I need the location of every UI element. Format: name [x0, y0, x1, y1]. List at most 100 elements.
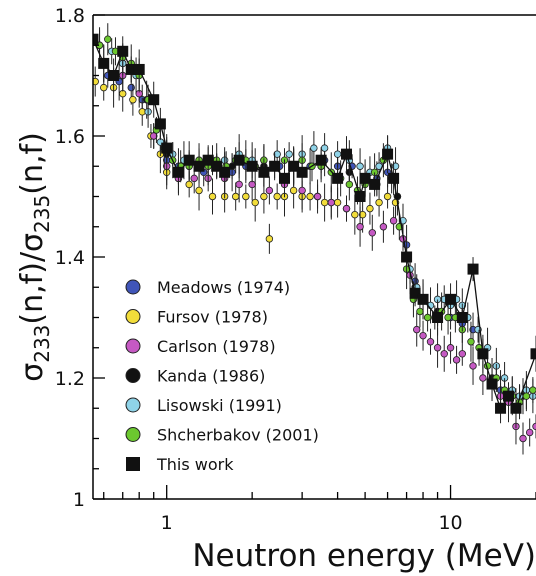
- data-point: [208, 192, 217, 201]
- data-point: [356, 162, 364, 170]
- data-point: [354, 191, 366, 202]
- legend-marker: [125, 338, 141, 354]
- data-point: [456, 312, 468, 323]
- data-point: [185, 180, 193, 189]
- legend-label: Lisowski (1991): [157, 396, 282, 415]
- data-point: [432, 312, 444, 323]
- legend-item: Fursov (1978): [125, 308, 268, 327]
- data-point: [368, 229, 376, 237]
- data-point: [458, 350, 467, 358]
- data-point: [265, 186, 274, 195]
- data-point: [320, 198, 329, 207]
- axis-tick-labels: 1 1.2 1.4 1.6 1.8 1 10: [55, 5, 463, 534]
- data-point: [129, 95, 137, 104]
- data-point: [426, 338, 435, 346]
- data-point: [383, 192, 392, 201]
- data-point: [369, 178, 381, 190]
- legend-label: Shcherbakov (2001): [157, 426, 319, 445]
- data-point: [445, 293, 457, 305]
- data-point: [532, 422, 536, 431]
- data-point: [127, 83, 135, 92]
- series-3: [119, 51, 527, 415]
- data-point: [231, 192, 240, 201]
- data-point: [419, 331, 427, 340]
- data-point: [409, 287, 421, 299]
- data-point: [117, 45, 129, 57]
- data-point: [327, 198, 335, 207]
- series-2: [100, 45, 536, 455]
- data-point: [510, 402, 522, 414]
- data-point: [413, 325, 421, 334]
- data-point: [251, 198, 259, 207]
- data-point: [172, 166, 184, 178]
- data-point: [183, 154, 195, 166]
- y-axis-title-subscript: 235: [30, 195, 54, 233]
- y-tick-label: 1: [73, 489, 85, 511]
- data-point: [502, 390, 514, 402]
- legend-marker: [125, 368, 141, 383]
- data-point: [342, 204, 351, 213]
- data-point: [278, 172, 290, 184]
- y-axis-title: σ233(n,f)/σ235(n,f): [15, 132, 54, 382]
- data-point: [265, 235, 274, 243]
- data-point: [150, 132, 158, 140]
- data-point: [401, 251, 413, 263]
- data-point: [190, 174, 198, 183]
- data-point: [341, 148, 353, 160]
- data-point: [486, 378, 498, 390]
- data-point: [529, 386, 536, 394]
- data-point: [467, 263, 479, 275]
- data-point: [161, 142, 173, 154]
- data-point: [332, 172, 344, 184]
- data-point: [388, 172, 400, 184]
- data-point: [433, 344, 442, 352]
- data-point: [519, 434, 527, 443]
- data-point: [477, 348, 489, 360]
- x-tick-label: 1: [161, 512, 173, 534]
- legend-label: Meadows (1974): [157, 278, 290, 297]
- legend-item: Carlson (1978): [125, 337, 276, 356]
- data-point: [100, 83, 108, 92]
- legend-marker: [125, 397, 141, 413]
- data-point: [242, 192, 250, 201]
- data-point: [320, 144, 329, 152]
- axis-ticks: [93, 14, 536, 500]
- series-5: [95, 23, 536, 420]
- data-point: [260, 192, 268, 201]
- data-point: [313, 192, 322, 201]
- legend-label: Carlson (1978): [157, 337, 276, 356]
- y-axis-title-subscript: 233: [30, 325, 54, 363]
- data-point: [104, 35, 112, 43]
- data-point: [444, 313, 452, 322]
- data-point: [315, 154, 327, 166]
- data-point: [375, 198, 383, 207]
- legend-marker: [125, 427, 141, 442]
- data-point: [379, 223, 388, 231]
- data-point: [219, 166, 231, 178]
- legend-marker: [125, 309, 141, 324]
- legend-label: This work: [156, 455, 234, 474]
- data-point: [289, 186, 298, 195]
- series-6: [93, 27, 536, 429]
- legend-marker: [126, 457, 140, 471]
- data-point: [417, 293, 429, 305]
- y-axis-title-part: σ: [15, 363, 50, 382]
- x-tick-label: 10: [438, 512, 462, 534]
- data-point: [306, 192, 314, 201]
- data-point: [423, 313, 432, 322]
- data-point: [195, 186, 203, 195]
- data-point: [133, 63, 145, 75]
- data-point: [356, 223, 364, 231]
- data-point: [467, 338, 475, 346]
- data-point: [288, 160, 300, 172]
- y-tick-label: 1.2: [55, 368, 85, 390]
- data-point: [446, 344, 455, 352]
- data-point: [359, 172, 371, 184]
- data-point: [333, 150, 342, 158]
- data-point: [522, 392, 531, 400]
- data-point: [125, 63, 137, 75]
- legend-label: Kanda (1986): [157, 367, 265, 386]
- data-point: [202, 154, 214, 166]
- x-axis-title: Neutron energy (MeV): [192, 538, 536, 574]
- data-point: [389, 216, 398, 225]
